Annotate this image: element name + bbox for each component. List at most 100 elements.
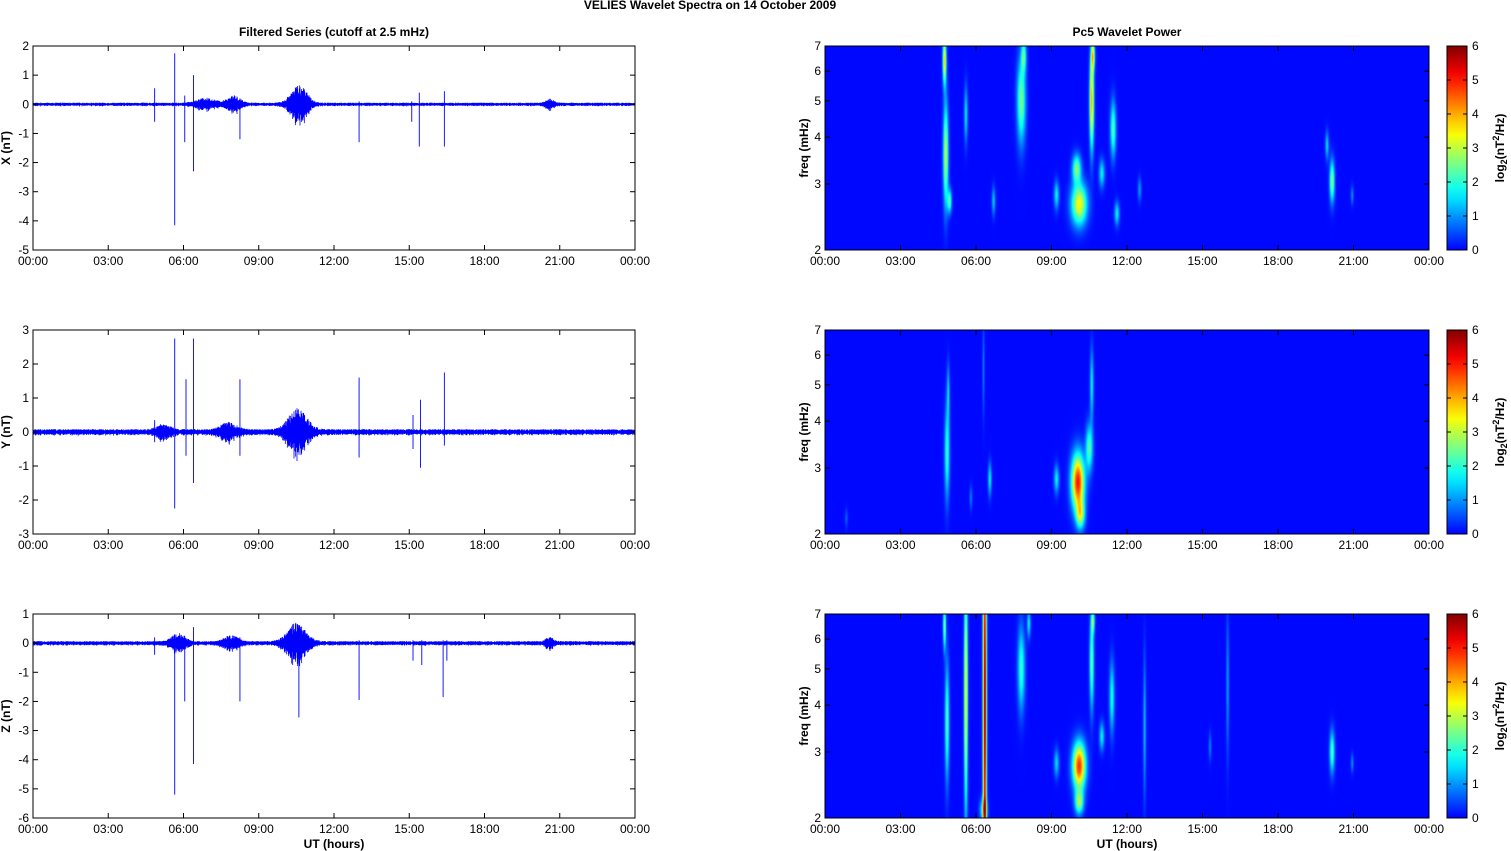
x-tick-label: 03:00 [93, 538, 123, 552]
x-tick-label: 00:00 [18, 254, 48, 268]
y-tick-label: 2 [814, 811, 821, 825]
y-tick-label: -5 [18, 782, 29, 796]
x-tick-label: 00:00 [1414, 822, 1444, 836]
x-tick-label: 18:00 [469, 822, 499, 836]
colorbar-tick-label: 4 [1472, 107, 1479, 121]
x-tick-label: 03:00 [885, 822, 915, 836]
wavelet-z-x-axis: 00:00 03:00 06:00 09:00 12:00 15:00 18:00 21:00… [810, 614, 1444, 836]
y-tick-label: 0 [22, 636, 29, 650]
y-tick-label: 5 [814, 378, 821, 392]
y-tick-label: 4 [814, 698, 821, 712]
x-tick-label: 21:00 [1338, 538, 1368, 552]
y-tick-label: -1 [18, 459, 29, 473]
x-tick-label: 06:00 [961, 254, 991, 268]
colorbar-tick-label: 2 [1472, 459, 1479, 473]
colorbar: 0 1 2 3 4 5 6 log2(nT2/Hz) [1446, 323, 1509, 541]
y-tick-label: 6 [814, 348, 821, 362]
x-tick-label: 06:00 [168, 254, 198, 268]
x-tick-label: 00:00 [620, 822, 650, 836]
colorbar-tick-label: 5 [1472, 73, 1479, 87]
colorbar-label: log2(nT2/Hz) [1491, 682, 1509, 751]
y-tick-label: 1 [22, 68, 29, 82]
x-tick-label: 03:00 [885, 254, 915, 268]
filtered-x-panel: 2 1 0 -1 -2 -3 -4 -5 Filtered Series (cutoff at … [0, 25, 636, 257]
colorbar-tick-label: 5 [1472, 641, 1479, 655]
x-tick-label: 12:00 [1112, 254, 1142, 268]
filtered-y-x-axis: 00:00 03:00 06:00 09:00 12:00 15:00 18:00 21:00… [18, 330, 650, 552]
x-tick-label: 00:00 [18, 822, 48, 836]
x-tick-label: 06:00 [961, 538, 991, 552]
x-tick-label: 00:00 [620, 538, 650, 552]
colorbar-tick-label: 3 [1472, 425, 1479, 439]
x-tick-label: 18:00 [1263, 254, 1293, 268]
x-tick-label: 21:00 [545, 254, 575, 268]
y-tick-label: -6 [18, 811, 29, 825]
panel-title: Filtered Series (cutoff at 2.5 mHz) [239, 25, 429, 39]
x-tick-label: 15:00 [1187, 538, 1217, 552]
colorbar-tick-label: 0 [1472, 811, 1479, 825]
y-tick-label: -3 [18, 527, 29, 541]
colorbar: 0 1 2 3 4 5 6 log2(nT2/Hz) [1446, 607, 1509, 825]
y-tick-label: 1 [22, 391, 29, 405]
x-axis-label: UT (hours) [1097, 837, 1158, 851]
filtered-x-x-axis: 00:00 03:00 06:00 09:00 12:00 15:00 18:00 21:00… [18, 46, 650, 268]
x-tick-label: 21:00 [1338, 254, 1368, 268]
y-tick-label: -3 [18, 724, 29, 738]
wavelet-x-panel: 2 3 4 5 6 7 Pc5 Wavelet Power freq (mHz) 0 1 2 3 4 5 6… [797, 25, 1509, 257]
y-axis-label: freq (mHz) [797, 686, 811, 745]
colorbar-tick-label: 1 [1472, 209, 1479, 223]
x-tick-label: 03:00 [885, 538, 915, 552]
y-tick-label: 2 [22, 39, 29, 53]
y-tick-label: -2 [18, 694, 29, 708]
y-tick-label: 5 [814, 94, 821, 108]
x-tick-label: 15:00 [394, 254, 424, 268]
colorbar-label: log2(nT2/Hz) [1491, 398, 1509, 467]
x-tick-label: 00:00 [810, 538, 840, 552]
x-tick-label: 15:00 [394, 538, 424, 552]
y-axis-label: Y (nT) [0, 415, 13, 449]
wavelet-power-raster [825, 330, 1429, 534]
colorbar-tick-label: 6 [1472, 39, 1479, 53]
x-tick-label: 18:00 [1263, 822, 1293, 836]
y-tick-label: -2 [18, 493, 29, 507]
x-tick-label: 03:00 [93, 254, 123, 268]
y-tick-label: -4 [18, 214, 29, 228]
y-tick-label: -1 [18, 126, 29, 140]
series-trace [33, 85, 635, 126]
x-axis-label: UT (hours) [304, 837, 365, 851]
x-tick-label: 12:00 [319, 822, 349, 836]
y-tick-label: 4 [814, 130, 821, 144]
x-tick-label: 18:00 [469, 254, 499, 268]
colorbar-tick-label: 2 [1472, 175, 1479, 189]
x-tick-label: 03:00 [93, 822, 123, 836]
y-tick-label: 2 [814, 527, 821, 541]
series-trace [33, 622, 635, 667]
y-tick-label: -5 [18, 243, 29, 257]
x-tick-label: 12:00 [319, 538, 349, 552]
x-tick-label: 00:00 [620, 254, 650, 268]
colorbar: 0 1 2 3 4 5 6 log2(nT2/Hz) [1446, 39, 1509, 257]
colorbar-tick-label: 6 [1472, 323, 1479, 337]
x-tick-label: 09:00 [244, 254, 274, 268]
y-tick-label: 5 [814, 662, 821, 676]
x-tick-label: 18:00 [469, 538, 499, 552]
plot-background [33, 614, 635, 818]
x-tick-label: 09:00 [244, 822, 274, 836]
colorbar-tick-label: 4 [1472, 675, 1479, 689]
x-tick-label: 06:00 [168, 822, 198, 836]
x-tick-label: 09:00 [1036, 822, 1066, 836]
x-tick-label: 06:00 [168, 538, 198, 552]
y-tick-label: 6 [814, 64, 821, 78]
x-tick-label: 15:00 [394, 822, 424, 836]
colorbar-tick-label: 2 [1472, 743, 1479, 757]
y-tick-label: 2 [814, 243, 821, 257]
y-axis-label: Z (nT) [0, 699, 13, 732]
x-tick-label: 09:00 [1036, 538, 1066, 552]
y-axis-label: freq (mHz) [797, 118, 811, 177]
colorbar-tick-label: 0 [1472, 527, 1479, 541]
y-tick-label: 6 [814, 632, 821, 646]
colorbar-tick-label: 3 [1472, 709, 1479, 723]
y-tick-label: -3 [18, 185, 29, 199]
colorbar-tick-label: 5 [1472, 357, 1479, 371]
